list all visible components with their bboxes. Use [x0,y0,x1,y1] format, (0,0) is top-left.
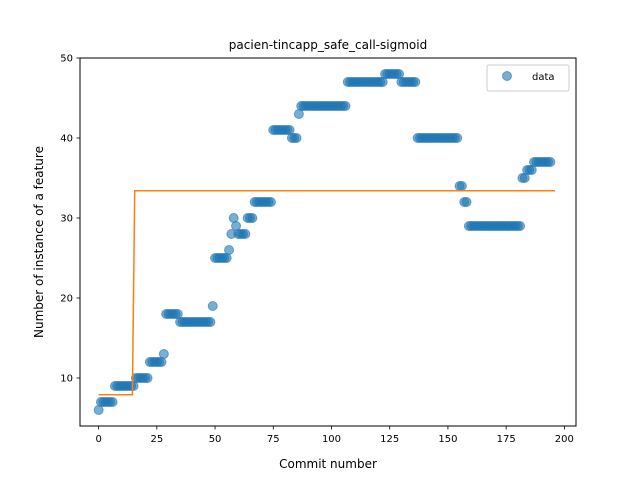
data-point [340,101,351,111]
data-point [456,181,467,191]
x-tick-label: 175 [497,434,516,445]
y-axis: 10 20 30 40 50 [60,54,80,385]
x-axis: 0 25 50 75 100 125 150 175 200 [95,426,574,445]
legend-label-data: data [532,72,555,83]
y-tick-label: 40 [60,134,73,145]
y-tick-label: 30 [60,214,73,225]
data-point [452,133,463,143]
x-tick-label: 0 [95,434,101,445]
data-point [107,397,118,407]
x-axis-label: Commit number [279,457,377,471]
axes-frame [79,57,577,427]
x-tick-label: 150 [438,434,457,445]
plot-area [93,69,556,415]
data-point [410,77,421,87]
data-point [205,317,216,327]
y-tick-label: 10 [60,374,73,385]
data-point [142,373,153,383]
y-tick-label: 50 [60,54,73,65]
data-point [291,133,302,143]
legend: data [486,64,570,92]
data-point [240,229,251,239]
x-tick-label: 100 [322,434,341,445]
y-axis-label: Number of instance of a feature [32,146,46,338]
data-point [265,197,276,207]
data-point [515,221,526,231]
x-tick-label: 200 [555,434,574,445]
data-point [461,197,472,207]
x-tick-label: 125 [380,434,399,445]
data-point [224,245,235,255]
data-point [158,349,169,359]
x-tick-label: 75 [267,434,280,445]
data-point [207,301,218,311]
chart-title: pacien-tincapp_safe_call-sigmoid [229,38,427,52]
x-tick-label: 25 [150,434,163,445]
legend-marker [502,71,512,81]
legend-box [486,64,570,92]
fit-line [98,190,556,396]
data-point [247,213,258,223]
data-point [545,157,556,167]
y-tick-label: 20 [60,294,73,305]
x-tick-label: 50 [209,434,222,445]
